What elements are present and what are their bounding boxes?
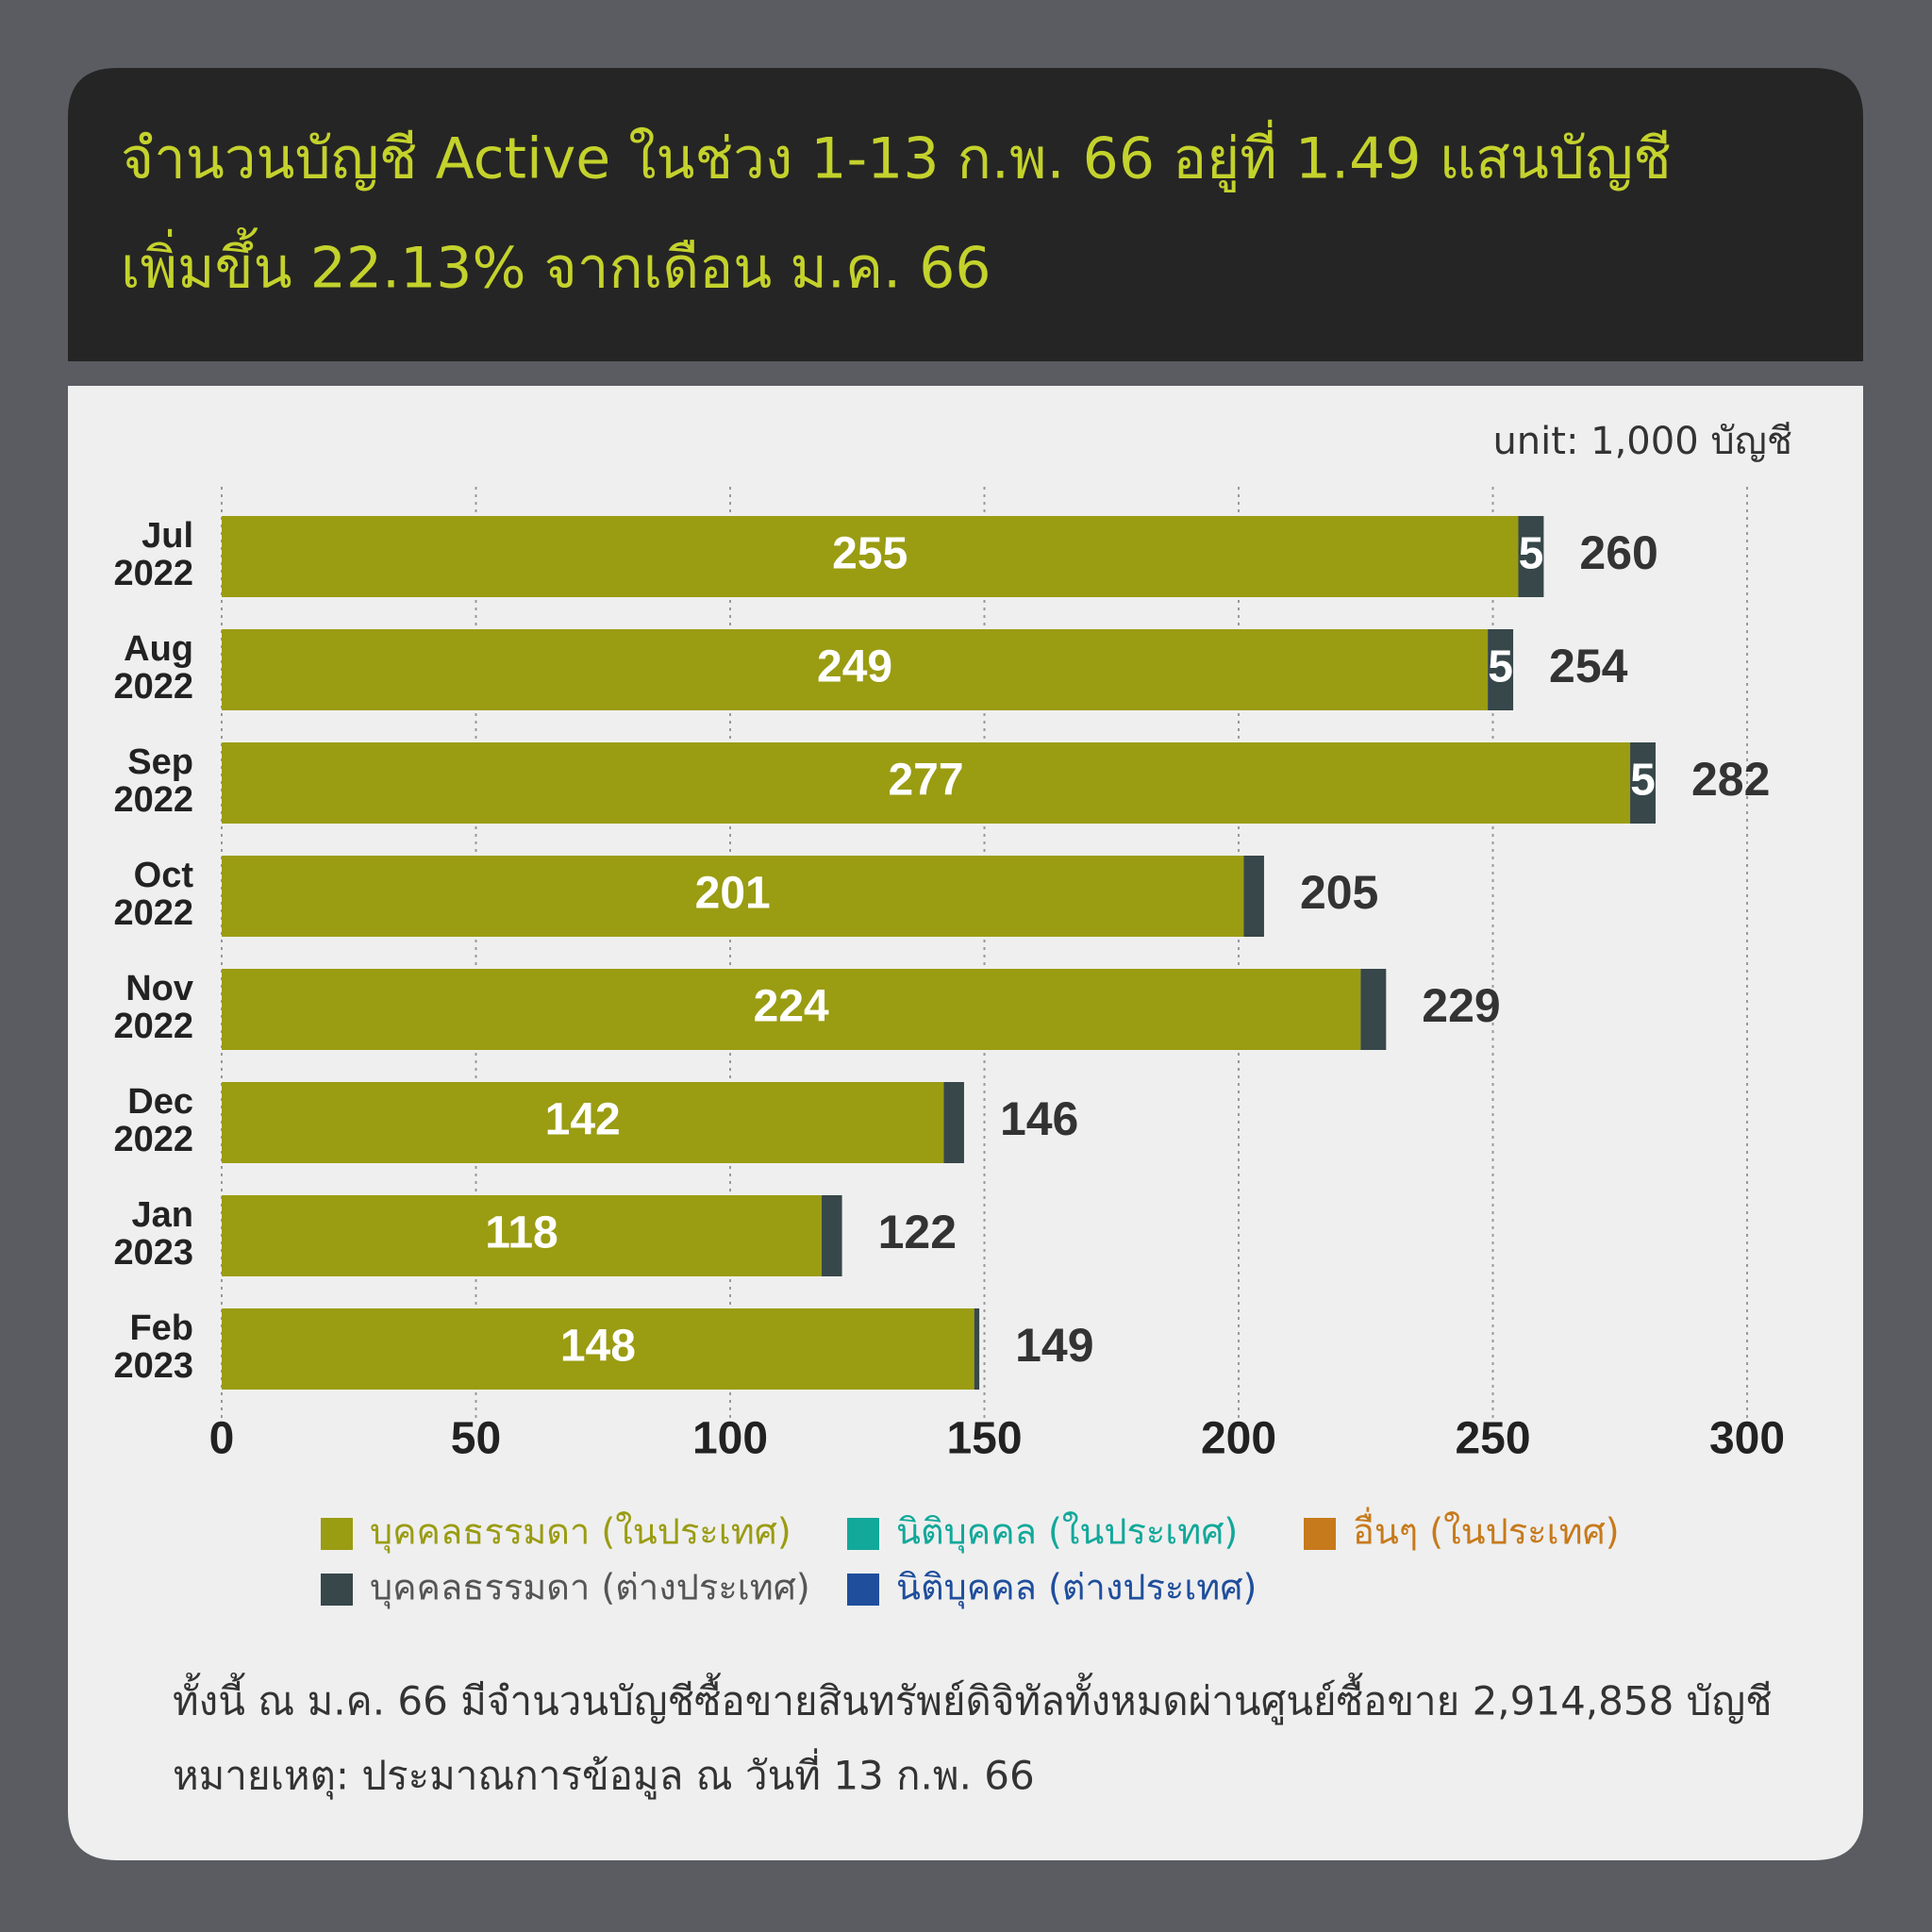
x-tick-label: 100 — [692, 1414, 768, 1464]
bar-segment — [222, 969, 1361, 1050]
bar-value-label: 148 — [560, 1322, 636, 1372]
y-tick-label: Nov 2022 — [113, 969, 193, 1046]
bar-segment — [222, 742, 1631, 824]
total-label: 229 — [1422, 979, 1500, 1032]
y-tick-label: Aug 2022 — [113, 629, 193, 707]
bar-value-label: 142 — [545, 1095, 621, 1145]
total-label: 146 — [1000, 1092, 1078, 1145]
legend-label: นิติบุคคล (ในประเทศ) — [896, 1511, 1238, 1554]
note: ทั้งนี้ ณ ม.ค. 66 มีจำนวนบัญชีซื้อขายสิน… — [173, 1673, 1773, 1725]
bar-value-label: 5 — [1519, 529, 1544, 579]
x-tick-label: 50 — [451, 1414, 501, 1464]
bar-segment — [974, 1308, 980, 1390]
y-tick-label: Feb 2023 — [113, 1308, 193, 1386]
bar-segment — [222, 1082, 944, 1163]
x-tick-label: 200 — [1201, 1414, 1276, 1464]
x-tick-label: 250 — [1455, 1414, 1530, 1464]
bar-segment — [222, 856, 1244, 937]
legend-swatch — [321, 1574, 353, 1606]
bar-value-label: 5 — [1488, 642, 1513, 692]
bar-value-label: 277 — [888, 756, 963, 806]
legend-swatch — [847, 1574, 879, 1606]
title-line: จำนวนบัญชี Active ในช่วง 1-13 ก.พ. 66 อย… — [121, 120, 1672, 193]
y-tick-label: Dec 2022 — [113, 1082, 193, 1159]
legend-label: อื่นๆ (ในประเทศ) — [1353, 1507, 1620, 1553]
total-label: 205 — [1300, 866, 1378, 919]
total-label: 260 — [1579, 526, 1657, 579]
bar-value-label: 249 — [817, 642, 892, 692]
y-tick-label: Jan 2023 — [113, 1195, 193, 1273]
bar-segment — [222, 1195, 823, 1276]
bar-segment — [1243, 856, 1264, 937]
legend-label: บุคคลธรรมดา (ต่างประเทศ) — [370, 1567, 810, 1609]
bar-value-label: 255 — [832, 529, 908, 579]
bar-segment — [1630, 742, 1656, 824]
header-panel — [68, 68, 1863, 361]
total-label: 282 — [1691, 753, 1770, 806]
y-tick-label: Oct 2022 — [113, 856, 193, 933]
bar-value-label: 118 — [485, 1208, 558, 1258]
legend-swatch — [1304, 1518, 1336, 1550]
legend-swatch — [847, 1518, 879, 1550]
total-label: 254 — [1549, 640, 1628, 692]
bar-value-label: 5 — [1630, 756, 1656, 806]
total-label: 149 — [1015, 1319, 1093, 1372]
bar-segment — [1488, 629, 1514, 710]
bar-segment — [1360, 969, 1387, 1050]
bar-segment — [943, 1082, 964, 1163]
legend-swatch — [321, 1518, 353, 1550]
legend-label: บุคคลธรรมดา (ในประเทศ) — [370, 1511, 791, 1554]
note: หมายเหตุ: ประมาณการข้อมูล ณ วันที่ 13 ก.… — [173, 1749, 1035, 1801]
bar-value-label: 224 — [754, 982, 829, 1032]
y-tick-label: Jul 2022 — [113, 516, 193, 593]
bar-segment — [222, 516, 1519, 597]
bar-segment — [222, 1308, 974, 1390]
y-tick-label: Sep 2022 — [113, 742, 193, 820]
bar-segment — [822, 1195, 842, 1276]
bar-segment — [1518, 516, 1544, 597]
legend-label: นิติบุคคล (ต่างประเทศ) — [896, 1567, 1257, 1609]
title-line: เพิ่มขึ้น 22.13% จากเดือน ม.ค. 66 — [121, 227, 991, 302]
total-label: 122 — [878, 1206, 957, 1258]
unit-label: unit: 1,000 บัญชี — [1492, 420, 1792, 463]
x-tick-label: 0 — [209, 1414, 235, 1464]
x-tick-label: 150 — [946, 1414, 1022, 1464]
x-tick-label: 300 — [1709, 1414, 1785, 1464]
bar-value-label: 201 — [695, 869, 771, 919]
bar-segment — [222, 629, 1489, 710]
